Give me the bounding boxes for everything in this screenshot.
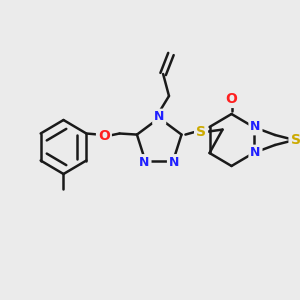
Text: N: N	[169, 156, 179, 169]
Text: S: S	[196, 124, 206, 139]
Text: N: N	[154, 110, 164, 124]
Text: N: N	[250, 121, 261, 134]
Text: S: S	[290, 133, 300, 147]
Text: N: N	[250, 146, 261, 160]
Text: N: N	[139, 156, 150, 169]
Text: O: O	[226, 92, 237, 106]
Text: O: O	[98, 128, 110, 142]
